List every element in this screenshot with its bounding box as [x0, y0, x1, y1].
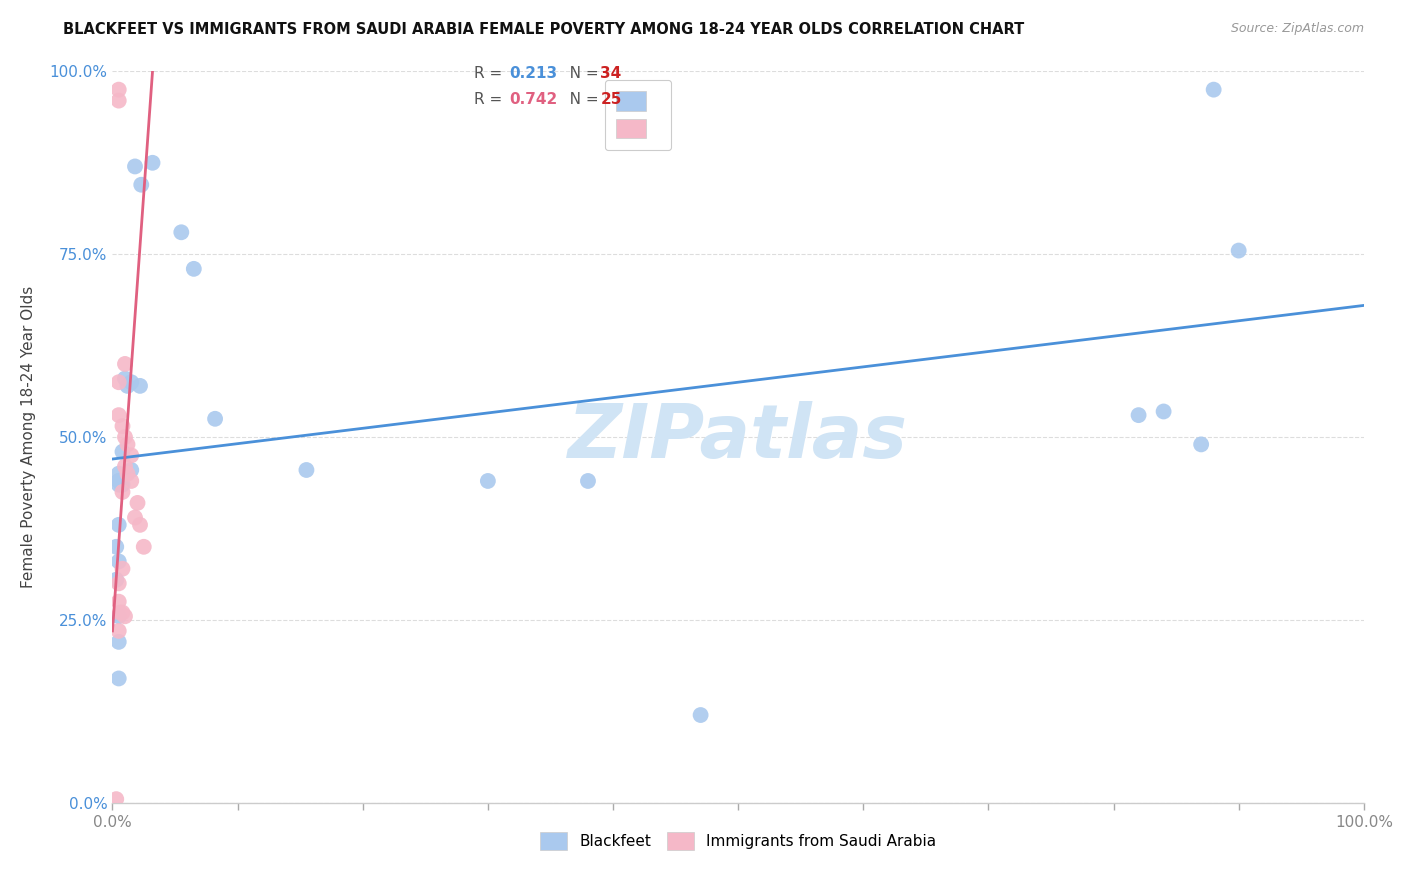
Text: Source: ZipAtlas.com: Source: ZipAtlas.com — [1230, 22, 1364, 36]
Point — [132, 540, 155, 554]
Point — [110, 477, 132, 491]
Point — [111, 562, 134, 576]
Text: BLACKFEET VS IMMIGRANTS FROM SAUDI ARABIA FEMALE POVERTY AMONG 18-24 YEAR OLDS C: BLACKFEET VS IMMIGRANTS FROM SAUDI ARABI… — [63, 22, 1025, 37]
Point — [105, 792, 128, 806]
Text: 25: 25 — [600, 93, 621, 107]
Point — [576, 474, 599, 488]
Point — [1227, 244, 1250, 258]
Point — [107, 83, 129, 97]
Point — [1189, 437, 1212, 451]
Point — [120, 376, 142, 390]
Text: N =: N = — [555, 93, 603, 107]
Point — [107, 624, 129, 638]
Point — [120, 463, 142, 477]
Text: 34: 34 — [600, 66, 621, 80]
Point — [114, 459, 136, 474]
Point — [107, 517, 129, 532]
Point — [107, 474, 129, 488]
Point — [107, 554, 129, 568]
Point — [111, 419, 134, 434]
Text: R =: R = — [474, 93, 508, 107]
Point — [107, 672, 129, 686]
Point — [107, 594, 129, 608]
Point — [111, 485, 134, 500]
Text: 0.742: 0.742 — [509, 93, 557, 107]
Point — [124, 510, 146, 524]
Point — [114, 371, 136, 385]
Point — [1202, 83, 1225, 97]
Point — [120, 448, 142, 462]
Point — [108, 606, 131, 620]
Point — [117, 379, 139, 393]
Point — [111, 477, 134, 491]
Point — [477, 474, 499, 488]
Point — [689, 708, 711, 723]
Point — [129, 379, 152, 393]
Point — [105, 573, 128, 587]
Legend: Blackfeet, Immigrants from Saudi Arabia: Blackfeet, Immigrants from Saudi Arabia — [531, 824, 945, 857]
Point — [129, 178, 152, 192]
Text: ZIPatlas: ZIPatlas — [568, 401, 908, 474]
Point — [129, 517, 152, 532]
Point — [111, 444, 134, 458]
Point — [1128, 408, 1150, 422]
Point — [107, 477, 129, 491]
Text: 0.213: 0.213 — [509, 66, 557, 80]
Point — [183, 261, 205, 276]
Point — [107, 474, 129, 488]
Text: N =: N = — [555, 66, 603, 80]
Point — [127, 496, 149, 510]
Point — [170, 225, 193, 239]
Point — [204, 412, 226, 426]
Point — [107, 635, 129, 649]
Point — [105, 540, 128, 554]
Point — [295, 463, 318, 477]
Point — [141, 156, 163, 170]
Point — [107, 376, 129, 390]
Point — [107, 609, 129, 624]
Point — [107, 94, 129, 108]
Y-axis label: Female Poverty Among 18-24 Year Olds: Female Poverty Among 18-24 Year Olds — [21, 286, 35, 588]
Point — [111, 606, 134, 620]
Point — [107, 467, 129, 481]
Text: R =: R = — [474, 66, 508, 80]
Point — [120, 474, 142, 488]
Point — [117, 437, 139, 451]
Point — [114, 609, 136, 624]
Point — [107, 408, 129, 422]
Point — [107, 576, 129, 591]
Point — [114, 357, 136, 371]
Point — [117, 467, 139, 481]
Point — [124, 160, 146, 174]
Point — [1153, 404, 1175, 418]
Point — [114, 430, 136, 444]
